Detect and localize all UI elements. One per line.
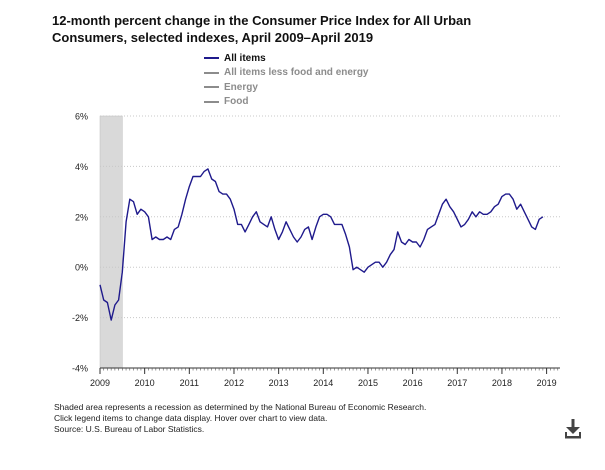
- x-tick-label: 2019: [537, 378, 557, 388]
- note-recession: Shaded area represents a recession as de…: [54, 402, 427, 412]
- x-tick-label: 2017: [447, 378, 467, 388]
- y-tick-label: 6%: [75, 112, 88, 122]
- legend-item-all-items[interactable]: All items: [204, 51, 368, 66]
- legend-item-food[interactable]: Food: [204, 95, 368, 110]
- y-tick-label: -2%: [72, 313, 88, 323]
- legend-swatch-core: [204, 71, 219, 74]
- series-line-all-items: [99, 168, 544, 321]
- x-tick-label: 2016: [403, 378, 423, 388]
- legend-label-core: All items less food and energy: [224, 67, 369, 79]
- cpi-line-chart[interactable]: -4% -2% 0% 2% 4% 6% 2009 2010 2011 2012 2013 2014 20…: [0, 0, 605, 400]
- chart-title: 12-month percent change in the Consumer …: [52, 12, 572, 46]
- x-tick-label: 2012: [224, 378, 244, 388]
- note-source: Source: U.S. Bureau of Labor Statistics.: [54, 424, 205, 434]
- y-tick-label: 2%: [75, 212, 88, 222]
- legend-label-energy: Energy: [224, 81, 258, 93]
- note-instructions: Click legend items to change data displa…: [54, 413, 328, 423]
- y-tick-label: -4%: [72, 364, 88, 374]
- legend-item-core[interactable]: All items less food and energy: [204, 66, 368, 81]
- x-tick-label: 2015: [358, 378, 378, 388]
- download-button[interactable]: [563, 418, 583, 440]
- y-tick-label: 0%: [75, 263, 88, 273]
- chart-title-line-1: 12-month percent change in the Consumer …: [52, 13, 472, 28]
- x-tick-label: 2011: [180, 378, 199, 388]
- download-icon: [565, 419, 581, 439]
- legend-label-food: Food: [224, 96, 249, 108]
- legend-swatch-energy: [204, 86, 219, 89]
- chart-title-line-2: Consumers, selected indexes, April 2009–…: [52, 30, 374, 45]
- x-tick-label: 2018: [492, 378, 512, 388]
- y-tick-label: 4%: [75, 162, 88, 172]
- legend-swatch-all-items: [204, 57, 219, 60]
- legend-swatch-food: [204, 100, 219, 103]
- recession-shade: [99, 115, 123, 369]
- x-tick-label: 2014: [313, 378, 333, 388]
- legend-item-energy[interactable]: Energy: [204, 80, 368, 95]
- x-tick-label: 2010: [135, 378, 155, 388]
- chart-notes: Shaded area represents a recession as de…: [54, 402, 426, 435]
- x-tick-label: 2013: [269, 378, 289, 388]
- x-tick-label: 2009: [90, 378, 110, 388]
- chart-legend: All items All items less food and energy…: [204, 51, 368, 109]
- legend-label-all-items: All items: [224, 52, 266, 64]
